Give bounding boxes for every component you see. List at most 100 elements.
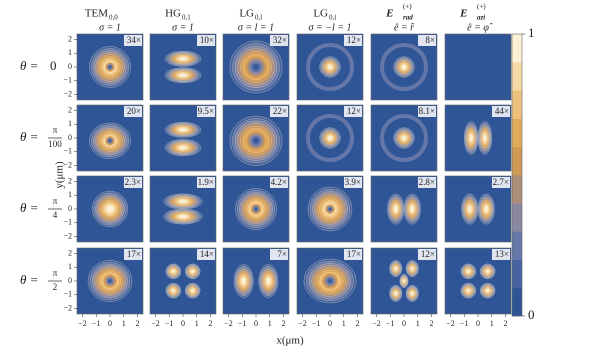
column-superscript: (+) — [403, 3, 412, 11]
panel — [371, 248, 437, 314]
magnification: 20× — [127, 106, 141, 116]
ring — [306, 114, 354, 162]
hole — [328, 279, 332, 283]
contour — [469, 134, 473, 142]
magnification-box — [197, 177, 215, 188]
panel-frame — [444, 104, 512, 172]
panel-frame — [296, 104, 364, 172]
column-subtitle: ê = φ̂ — [467, 22, 493, 33]
panel — [223, 34, 289, 100]
colorbar-band — [512, 287, 522, 317]
colorbar-tick-label: 0 — [528, 307, 535, 322]
contour — [393, 205, 398, 213]
panel-frame — [149, 175, 217, 243]
magnification-box — [344, 35, 362, 46]
row-denominator: 100 — [48, 139, 62, 149]
contour — [327, 64, 333, 70]
contour — [484, 205, 489, 213]
magnification-box — [124, 35, 142, 46]
column-subtitle: σ = −l = 1 — [309, 22, 352, 33]
panel — [445, 176, 511, 242]
contour — [241, 277, 246, 285]
panel — [445, 248, 511, 314]
contour — [410, 291, 414, 296]
magnification: 2.8× — [419, 177, 435, 187]
x-axis-label: x(μm) — [276, 335, 304, 347]
row-label: θ = — [20, 129, 38, 144]
contour — [190, 269, 195, 274]
contour — [483, 134, 487, 142]
magnification-box — [492, 249, 510, 260]
contour — [106, 205, 114, 213]
row-numerator: π — [53, 196, 58, 206]
magnification: 1.9× — [198, 177, 214, 187]
contour — [466, 288, 471, 293]
x-tick-label: 0 — [181, 319, 185, 328]
magnification: 10× — [200, 35, 214, 45]
panel — [150, 105, 216, 171]
panel — [297, 248, 363, 314]
column-title: E⃗ — [385, 8, 402, 20]
colorbar-band — [512, 118, 522, 148]
column-subscript: azi — [477, 14, 485, 22]
magnification: 44× — [495, 106, 509, 116]
magnification: 32× — [273, 35, 287, 45]
panel — [223, 105, 289, 171]
x-tick-label: −2 — [446, 319, 455, 328]
magnification-box — [418, 106, 436, 117]
colorbar-tick-label: 1 — [528, 25, 535, 40]
row-label: θ = — [20, 272, 38, 287]
magnification-box — [270, 35, 288, 46]
panel-frame — [370, 175, 438, 243]
x-tick-label: 1 — [342, 319, 346, 328]
x-tick-label: −2 — [151, 319, 160, 328]
magnification-box — [418, 177, 436, 188]
colorbar-frame — [511, 33, 523, 317]
row-value: 0 — [50, 58, 57, 73]
x-tick-label: 0 — [254, 319, 258, 328]
x-tick-label: 0 — [108, 319, 112, 328]
magnification: 12× — [347, 35, 361, 45]
x-tick-label: −1 — [238, 319, 247, 328]
x-tick-label: −2 — [78, 319, 87, 328]
x-tick-label: 1 — [268, 319, 272, 328]
colorbar-band — [512, 259, 522, 289]
y-tick-label: −1 — [63, 290, 72, 299]
magnification-box — [418, 35, 436, 46]
hole — [255, 208, 257, 210]
y-tick-label: −2 — [63, 89, 72, 98]
colorbar-band — [512, 203, 522, 232]
x-tick-label: 2 — [136, 319, 140, 328]
y-axis-label: y(μm) — [54, 161, 66, 189]
y-tick-label: 2 — [68, 34, 72, 43]
magnification-box — [270, 106, 288, 117]
x-tick-label: −1 — [312, 319, 321, 328]
contour — [179, 73, 187, 77]
y-tick-label: 0 — [68, 276, 72, 285]
y-tick-label: 0 — [68, 204, 72, 213]
x-tick-label: −1 — [92, 319, 101, 328]
y-tick-label: 2 — [68, 176, 72, 185]
panel-frame — [149, 33, 217, 101]
x-tick-label: −2 — [372, 319, 381, 328]
contour — [485, 269, 490, 274]
magnification-box — [197, 249, 215, 260]
x-tick-label: 1 — [416, 319, 420, 328]
y-tick-label: −1 — [63, 147, 72, 156]
magnification-box — [418, 249, 436, 260]
y-tick-label: −2 — [63, 160, 72, 169]
hole — [254, 65, 258, 69]
y-tick-label: −2 — [63, 303, 72, 312]
column-subscript: rad — [403, 14, 413, 22]
magnification: 12× — [421, 249, 435, 259]
colorbar-band — [512, 175, 522, 204]
contour — [327, 135, 333, 141]
contour — [410, 266, 414, 271]
contour — [178, 214, 188, 219]
magnification-box — [492, 106, 510, 117]
contour — [179, 57, 187, 61]
panel — [371, 105, 437, 171]
magnification: 34× — [127, 35, 141, 45]
panel-frame — [296, 33, 364, 101]
